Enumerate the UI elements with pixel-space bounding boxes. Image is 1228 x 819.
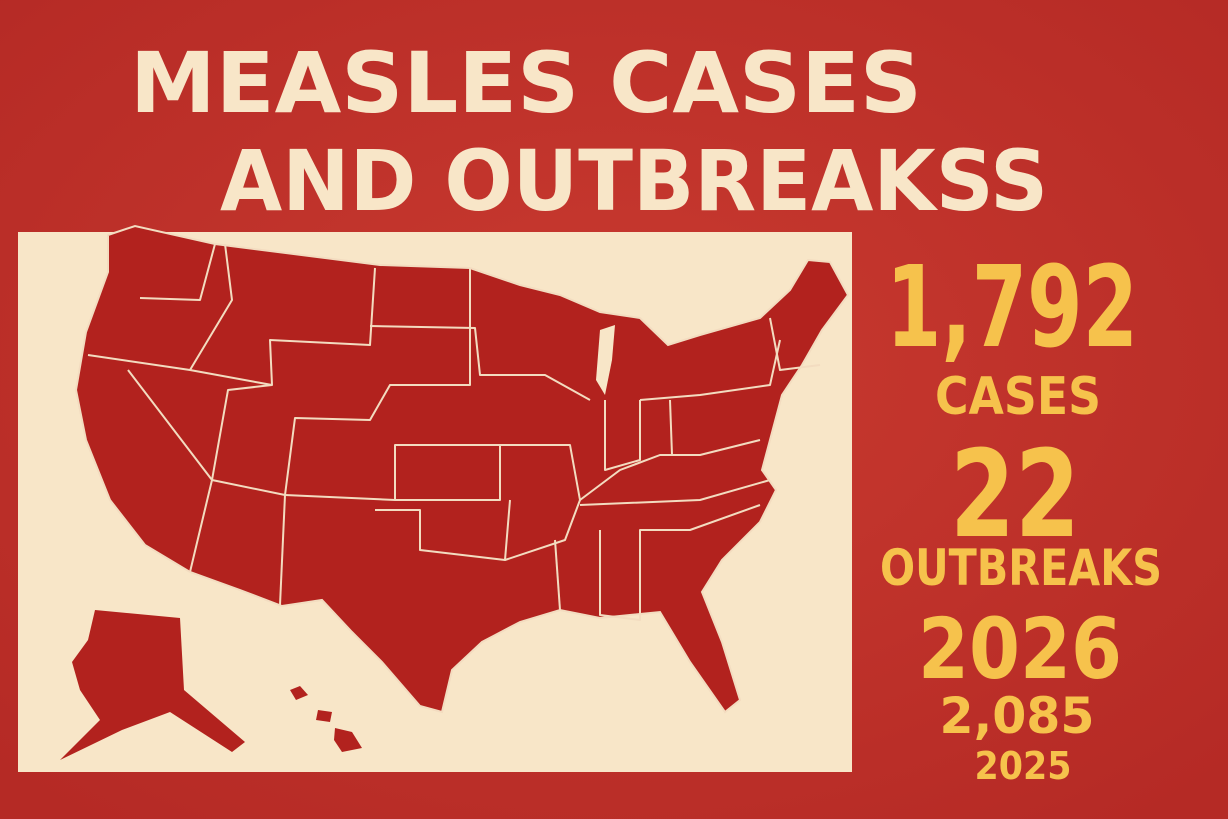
border — [139, 243, 216, 301]
hawaii — [316, 710, 332, 722]
stat-label: CASES — [935, 367, 1101, 427]
border — [504, 499, 581, 561]
us-map — [60, 224, 850, 760]
title-line: AND OUTBREAKSS — [220, 132, 1048, 230]
border — [500, 439, 761, 501]
stat-number: 2026 — [918, 600, 1122, 698]
lake — [596, 325, 615, 395]
title-line: MEASLES CASES — [130, 34, 922, 132]
border — [769, 317, 821, 371]
border — [639, 339, 781, 401]
alaska — [60, 610, 245, 760]
contiguous-us — [74, 224, 850, 714]
hawaii — [334, 728, 362, 752]
border — [284, 444, 501, 501]
hawaii — [290, 686, 308, 700]
border — [87, 243, 233, 371]
stat-number: 1,792 — [886, 243, 1138, 373]
border — [669, 399, 673, 456]
border — [211, 384, 273, 481]
border — [375, 499, 511, 561]
border — [599, 504, 761, 621]
stat-label: 2,085 — [940, 687, 1095, 745]
footer-year: 2025 — [975, 744, 1072, 788]
border — [579, 479, 771, 506]
border — [554, 539, 561, 611]
border — [604, 400, 641, 471]
border — [189, 267, 376, 386]
border — [369, 325, 591, 401]
stat-label: OUTBREAKS — [880, 539, 1162, 597]
border — [279, 494, 286, 606]
stat-number: 22 — [950, 426, 1080, 565]
